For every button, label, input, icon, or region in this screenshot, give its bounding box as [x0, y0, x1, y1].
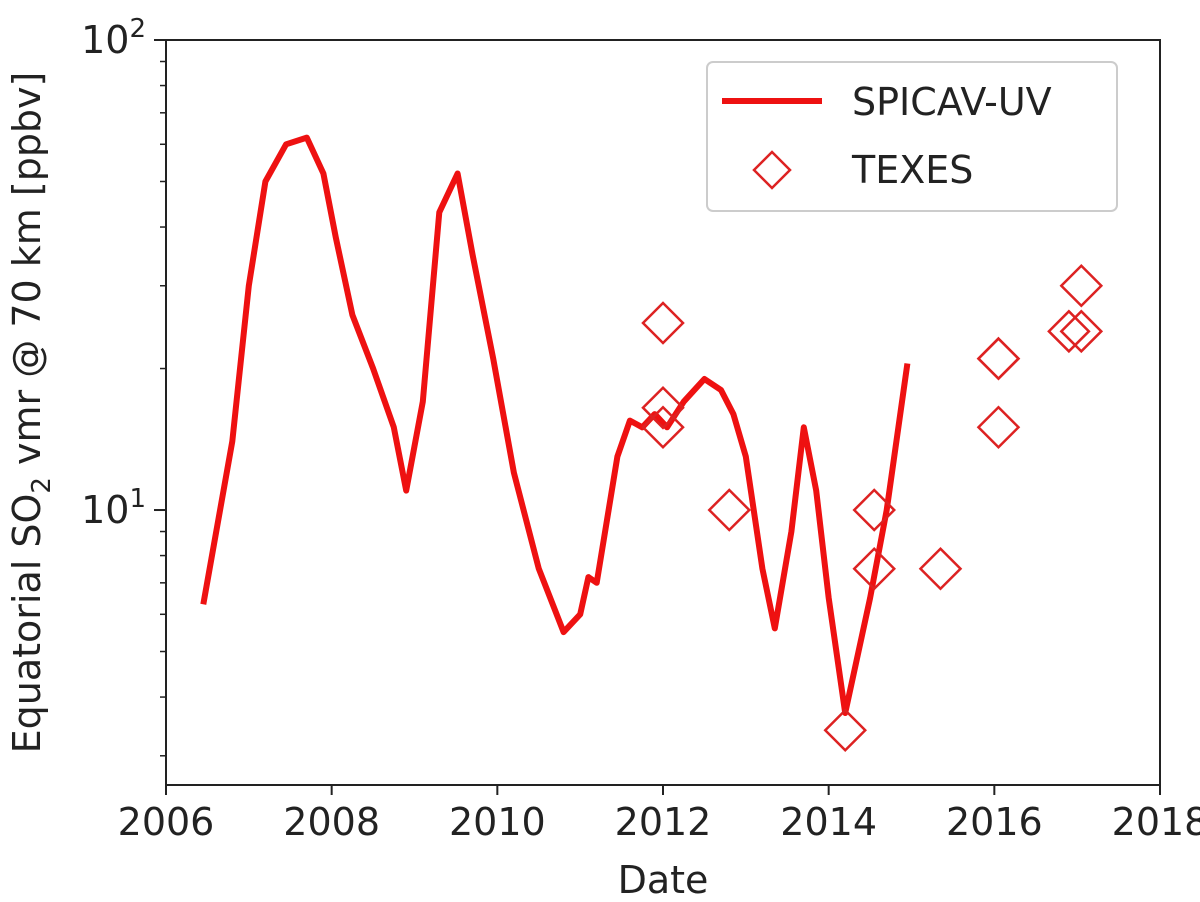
texes-point: [852, 488, 896, 532]
x-tick-label: 2010: [449, 800, 546, 844]
x-tick-label: 2012: [615, 800, 712, 844]
y-axis-label-suffix: vmr @ 70 km [ppbv]: [5, 72, 49, 477]
texes-point: [1047, 309, 1091, 354]
line-layer: [200, 134, 911, 716]
x-axis: 2006 2008 2010 2012 2014 2016 2018: [118, 785, 1200, 844]
legend-label-spicav-uv: SPICAV-UV: [852, 80, 1052, 124]
texes-point: [976, 336, 1021, 381]
texes-point: [1059, 309, 1104, 354]
x-tick-label: 2018: [1112, 800, 1200, 844]
y-axis-label-prefix: Equatorial SO: [5, 494, 49, 754]
legend: SPICAV-UV TEXES: [706, 61, 1118, 212]
texes-point: [852, 546, 896, 591]
y-axis: 101 102: [81, 14, 166, 757]
legend-label-texes: TEXES: [851, 148, 973, 192]
y-axis-label-subscript: 2: [27, 477, 57, 494]
marker-layer: [641, 263, 1104, 753]
y-tick-label: 101: [81, 484, 146, 532]
x-tick-label: 2006: [118, 800, 215, 844]
texes-point: [918, 546, 963, 591]
y-tick-label: 102: [81, 14, 146, 62]
x-tick-label: 2016: [946, 800, 1043, 844]
texes-point: [976, 405, 1021, 450]
y-axis-label: Equatorial SO2 vmr @ 70 km [ppbv]: [5, 72, 57, 754]
x-tick-label: 2014: [780, 800, 877, 844]
legend-swatch-texes: [752, 150, 792, 190]
plot-area: [200, 134, 1104, 753]
series-line-spicav-uv: [200, 134, 911, 716]
texes-point: [641, 301, 685, 345]
texes-point: [1059, 263, 1104, 308]
texes-point: [641, 386, 685, 430]
texes-point: [823, 708, 868, 753]
texes-point: [707, 488, 752, 532]
texes-point: [641, 405, 685, 450]
x-axis-label: Date: [618, 858, 709, 902]
x-tick-label: 2008: [283, 800, 380, 844]
